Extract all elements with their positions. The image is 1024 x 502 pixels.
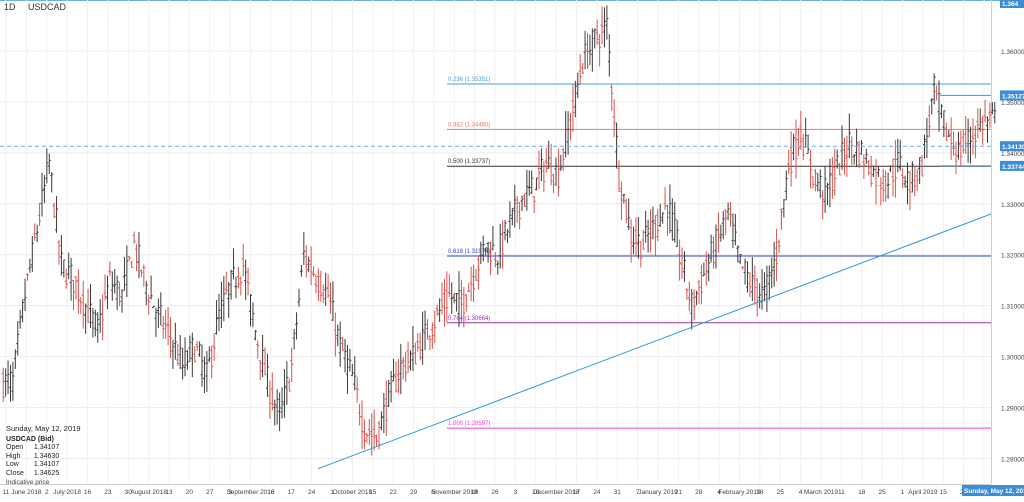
x-tick-label: 22 — [390, 489, 398, 496]
x-tick-label: July 2018 — [53, 489, 81, 496]
x-tick-label: March 2019 — [804, 489, 839, 496]
price-tag — [1000, 160, 1024, 171]
row-label: Low — [6, 461, 19, 468]
x-tick-label: 10 — [532, 489, 540, 496]
table-row: High 1.34630 — [6, 453, 69, 462]
indicative-price-note: Indicative price — [6, 479, 50, 486]
x-tick-label: 23 — [104, 489, 112, 496]
x-tick-label: January 2019 — [638, 489, 678, 496]
price-tag — [1000, 0, 1024, 8]
x-tick-label: 3 — [514, 489, 518, 496]
y-tick-label: 1.34000 — [1001, 151, 1024, 158]
row-label: Close — [6, 469, 24, 477]
x-tick-label: 18 — [858, 489, 866, 496]
x-tick-label: February 2019 — [718, 489, 761, 496]
x-tick-label: October 2018 — [333, 489, 373, 496]
x-tick-label: 18 — [756, 489, 764, 496]
symbol-label[interactable]: USDCAD — [28, 2, 67, 12]
y-tick-label: 1.33000 — [1001, 202, 1024, 209]
x-tick-label: 11 — [838, 489, 845, 496]
y-tick-label: 1.36000 — [1001, 49, 1024, 56]
x-tick-label: 7 — [636, 489, 640, 496]
x-tick-label: 24 — [593, 489, 601, 496]
price-tag — [1000, 141, 1024, 152]
chart-header: 1D USDCAD — [4, 2, 76, 12]
price-tag-label: 1.33744 — [1002, 164, 1024, 171]
x-tick-label: 31 — [614, 489, 622, 496]
row-label: Open — [6, 444, 24, 451]
row-value: 1.34630 — [33, 452, 60, 460]
x-tick-label: 13 — [165, 489, 173, 496]
x-tick-label: 20 — [186, 489, 194, 496]
x-tick-label: 1 — [901, 489, 905, 496]
x-tick-label: 25 — [879, 489, 887, 496]
price-tag-label: 1.34130 — [1002, 144, 1024, 151]
fib-level-label: 0.764 (1.30664) — [448, 316, 490, 322]
x-tick-label: 21 — [675, 489, 683, 496]
x-tick-label: 24 — [308, 489, 316, 496]
row-value: 1.34625 — [33, 469, 60, 477]
x-tick-label: September 2018 — [226, 489, 274, 496]
y-tick-label: 1.35000 — [1001, 100, 1024, 107]
x-tick-label: 30 — [125, 489, 133, 496]
price-tag-label: 1.364 — [1002, 1, 1019, 8]
x-tick-label: December 2018 — [533, 489, 580, 496]
table-row: Close 1.34625 — [6, 470, 69, 479]
x-tick-label: 2 — [45, 489, 49, 496]
x-tick-label: 4 — [799, 489, 803, 496]
row-label: High — [6, 452, 21, 460]
trendline — [317, 213, 992, 470]
x-tick-label: 19 — [471, 489, 479, 496]
x-tick-label: 25 — [777, 489, 785, 496]
y-tick-label: 1.29000 — [1001, 406, 1024, 413]
x-tick-label: 15 — [940, 489, 948, 496]
y-tick-label: 1.32000 — [1001, 253, 1024, 260]
fib-level-label: 0.618 (1.31974) — [448, 249, 490, 255]
row-value: 1.34107 — [33, 461, 60, 468]
x-tick-label: 4 — [717, 489, 721, 496]
date-tag-label: Sunday, May 12, 2019 — [964, 488, 1024, 495]
price-tag-label: 1.35127 — [1002, 93, 1024, 100]
info-symbol: USDCAD (Bid) — [6, 436, 54, 443]
x-tick-label: 1 — [330, 489, 334, 496]
x-tick-label: 16 — [84, 489, 92, 496]
x-tick-label: 17 — [573, 489, 581, 496]
x-tick-label: 5 — [432, 489, 436, 496]
x-tick-label: 27 — [206, 489, 214, 496]
x-tick-label: November 2018 — [431, 489, 478, 496]
table-row: Open 1.34107 — [6, 444, 69, 453]
x-tick-label: 11 — [3, 489, 10, 496]
x-tick-label: April 2019 — [908, 489, 938, 496]
x-tick-label: 28 — [695, 489, 703, 496]
x-tick-label: 15 — [369, 489, 377, 496]
y-tick-label: 1.28000 — [1001, 457, 1024, 464]
date-tag — [962, 485, 1024, 496]
x-tick-label: 26 — [491, 489, 499, 496]
y-tick-label: 1.31000 — [1001, 304, 1024, 311]
price-tag — [1000, 90, 1024, 101]
info-date: Sunday, May 12, 2019 — [6, 424, 81, 433]
timeframe-label[interactable]: 1D — [4, 2, 16, 12]
x-tick-label: 17 — [288, 489, 296, 496]
y-tick-label: 1.30000 — [1001, 355, 1024, 362]
fib-level-label: 1.000 (1.28597) — [448, 421, 490, 427]
info-panel: Sunday, May 12, 2019 USDCAD (Bid) Open 1.… — [6, 424, 81, 487]
row-value: 1.34107 — [33, 444, 60, 451]
x-tick-label: 29 — [410, 489, 418, 496]
x-tick-label: August 2018 — [130, 489, 167, 496]
fib-level-label: 0.236 (1.35351) — [448, 77, 490, 83]
ohlc-table: Open 1.34107 High 1.34630 Low 1.34107 Close… — [6, 444, 69, 478]
x-tick-label: 10 — [267, 489, 275, 496]
x-tick-label: June 2018 — [11, 489, 42, 496]
fib-level-label: 0.500 (1.33737) — [448, 159, 490, 165]
x-tick-label: 3 — [228, 489, 232, 496]
fib-level-label: 0.382 (1.34460) — [448, 122, 490, 128]
table-row: Low 1.34107 — [6, 461, 69, 470]
